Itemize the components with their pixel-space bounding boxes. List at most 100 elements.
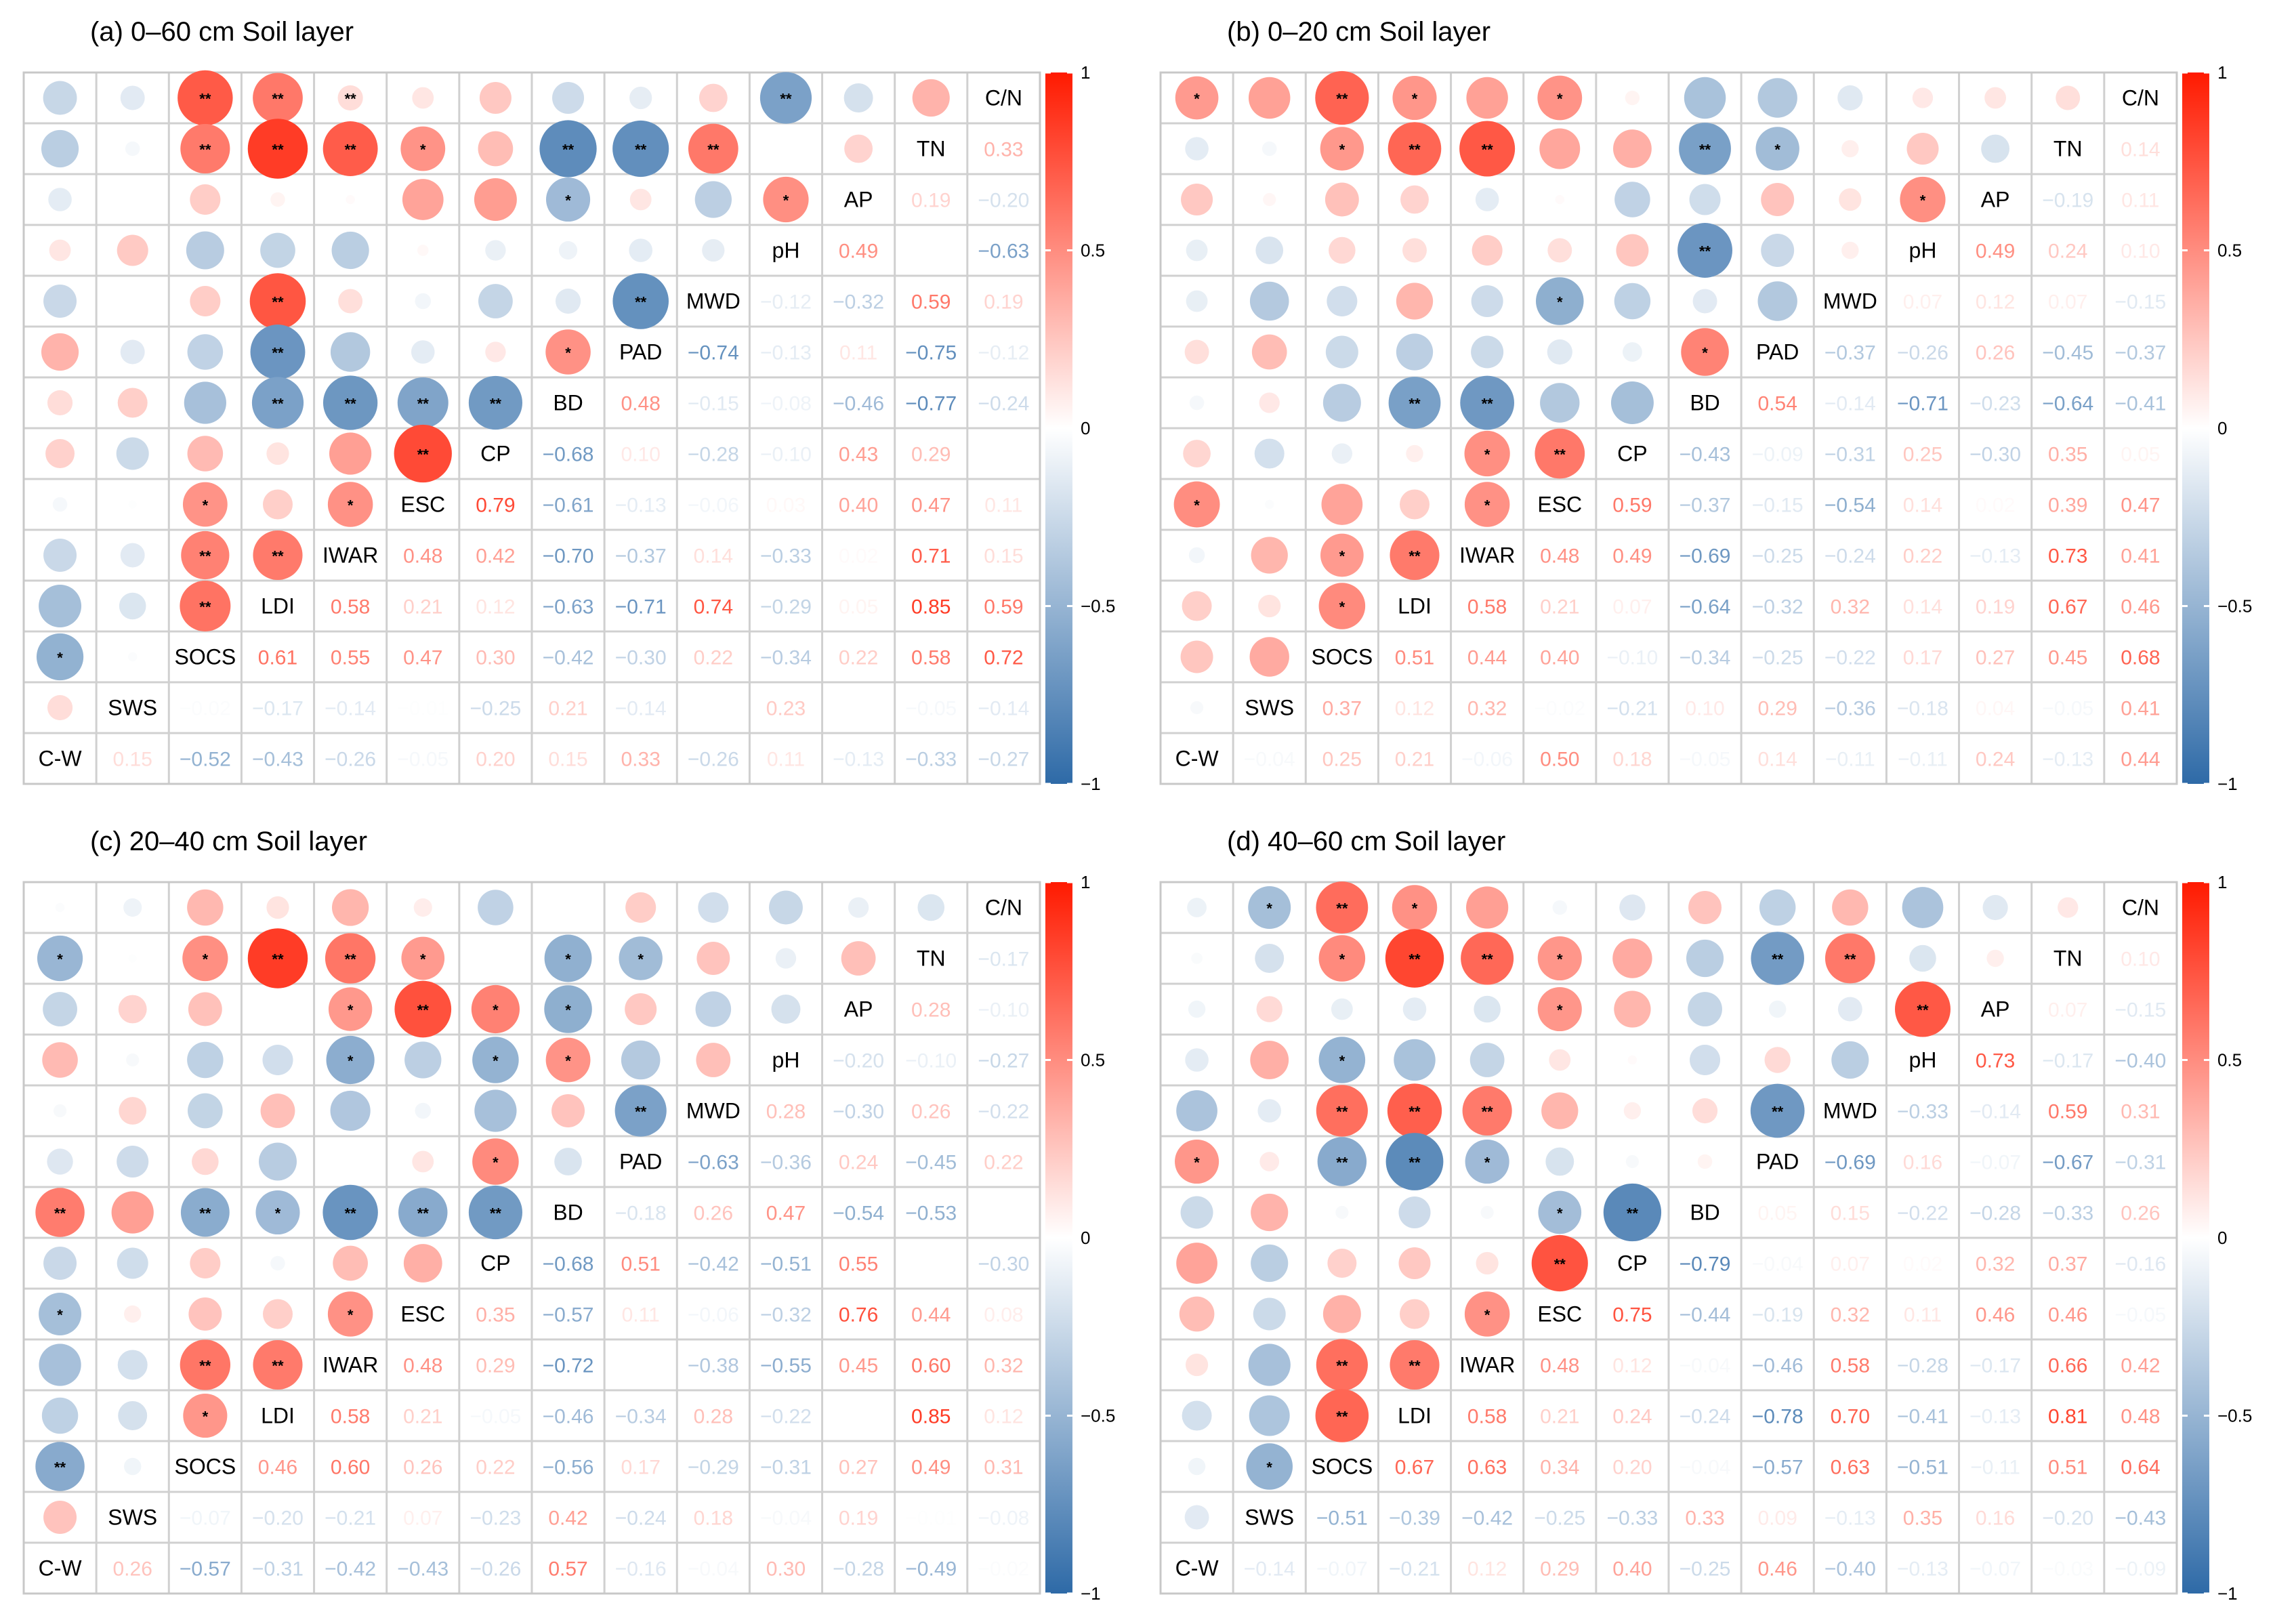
corr-circle <box>1253 1297 1286 1331</box>
corr-value: −0.54 <box>1824 495 1876 517</box>
corr-value: 0.46 <box>1976 1304 2015 1327</box>
variable-label: BD <box>1690 1201 1719 1225</box>
corr-circle <box>1186 239 1208 262</box>
corr-circle <box>763 176 809 223</box>
corr-circle <box>346 1157 355 1166</box>
significance-mark: ** <box>1482 1104 1494 1121</box>
corr-circle <box>401 936 445 980</box>
corr-value: 0.07 <box>1903 291 1942 314</box>
significance-mark: ** <box>1772 1104 1784 1121</box>
corr-circle <box>1459 121 1516 177</box>
corr-value: 0.54 <box>1757 393 1797 415</box>
corr-value: −0.05 <box>2042 698 2093 720</box>
corr-circle <box>43 1247 77 1280</box>
variable-label: TN <box>917 137 946 161</box>
corr-circle <box>1603 1183 1662 1242</box>
corr-value: 0.04 <box>1976 698 2015 720</box>
corr-value: −0.28 <box>688 444 739 466</box>
variable-label: BD <box>553 1201 583 1225</box>
significance-mark: * <box>1557 91 1563 108</box>
corr-value: 0.27 <box>839 1457 878 1479</box>
corr-value: −0.14 <box>325 698 376 720</box>
corr-value: −0.10 <box>760 444 812 466</box>
corr-value: −0.22 <box>1824 647 1876 669</box>
corr-circle <box>47 390 73 416</box>
corr-value: −0.36 <box>1824 698 1876 720</box>
corr-circle <box>1755 127 1799 171</box>
corr-value: −0.05 <box>1680 749 1731 771</box>
panel-border <box>1159 881 2178 1595</box>
corr-circle <box>1187 898 1207 917</box>
corr-circle <box>1471 335 1504 369</box>
corr-circle <box>695 991 732 1027</box>
significance-mark: * <box>203 1409 209 1425</box>
corr-circle <box>1388 377 1441 429</box>
corr-value: 0.73 <box>1976 1050 2015 1073</box>
corr-circle <box>551 1094 585 1127</box>
corr-value: −0.24 <box>978 393 1029 415</box>
significance-mark: * <box>203 497 209 514</box>
corr-circle <box>1761 183 1795 216</box>
colorbar-tick-label: 0 <box>1081 1228 1090 1248</box>
corr-value: 0.12 <box>1612 1355 1652 1377</box>
significance-mark: ** <box>562 142 575 159</box>
corr-value: 0.32 <box>1976 1253 2015 1276</box>
corr-circle <box>322 121 378 176</box>
variable-label: AP <box>1981 997 2010 1022</box>
significance-mark: * <box>493 1154 499 1171</box>
corr-value: −0.13 <box>1824 1507 1876 1530</box>
corr-circle <box>262 1299 293 1329</box>
corr-circle <box>124 1305 142 1323</box>
corr-circle <box>1176 1090 1217 1131</box>
corr-value: 0.29 <box>1757 698 1797 720</box>
corr-circle <box>478 131 514 167</box>
corr-value: 0.21 <box>1395 749 1434 771</box>
variable-label: ESC <box>1537 493 1582 517</box>
corr-circle <box>614 1085 667 1137</box>
variable-label: IWAR <box>1459 543 1515 568</box>
significance-mark: ** <box>272 548 284 565</box>
corr-circle <box>1690 1044 1721 1076</box>
corr-value: 0.58 <box>331 596 370 619</box>
corr-value: 0.48 <box>621 393 660 415</box>
significance-mark: * <box>1339 142 1346 159</box>
corr-circle <box>844 134 873 163</box>
variable-label: CP <box>1617 442 1647 466</box>
panel-title: (b) 0–20 cm Soil layer <box>1227 17 1490 47</box>
corr-value: −0.12 <box>978 342 1029 365</box>
significance-mark: * <box>1557 1002 1563 1019</box>
corr-value: 0.76 <box>839 1304 878 1327</box>
significance-mark: ** <box>272 396 284 413</box>
corr-circle <box>412 87 434 109</box>
variable-label: BD <box>1690 391 1719 415</box>
variable-label: C/N <box>2122 896 2159 920</box>
corr-circle <box>117 1145 149 1178</box>
significance-mark: * <box>348 1307 354 1324</box>
corr-value: −0.69 <box>1680 545 1731 568</box>
significance-mark: ** <box>1554 446 1566 463</box>
corr-circle <box>1469 1043 1505 1077</box>
corr-circle <box>612 273 669 329</box>
corr-value: −0.42 <box>325 1558 376 1581</box>
significance-mark: * <box>1339 599 1346 616</box>
corr-value: −0.02 <box>978 1558 1029 1581</box>
corr-value: 0.11 <box>839 342 877 365</box>
corr-value: 0.26 <box>1976 342 2015 365</box>
corr-circle <box>1837 85 1863 111</box>
corr-value: −0.10 <box>1606 647 1658 669</box>
corr-value: −0.26 <box>688 749 739 771</box>
variable-label: LDI <box>261 594 295 619</box>
corr-value: −0.05 <box>470 1406 521 1428</box>
colorbar-tick-label: −0.5 <box>1081 1406 1115 1426</box>
corr-value: −0.57 <box>180 1558 231 1581</box>
corr-circle <box>190 1247 221 1279</box>
corr-value: −0.71 <box>615 596 667 619</box>
corr-circle <box>328 987 373 1031</box>
corr-value: 0.10 <box>2121 241 2160 263</box>
significance-mark: ** <box>272 345 284 362</box>
corr-value: 0.58 <box>911 647 951 669</box>
corr-circle <box>1912 87 1934 108</box>
variable-label: SWS <box>108 696 157 720</box>
significance-mark: ** <box>635 294 647 311</box>
corr-circle <box>1464 1291 1510 1337</box>
